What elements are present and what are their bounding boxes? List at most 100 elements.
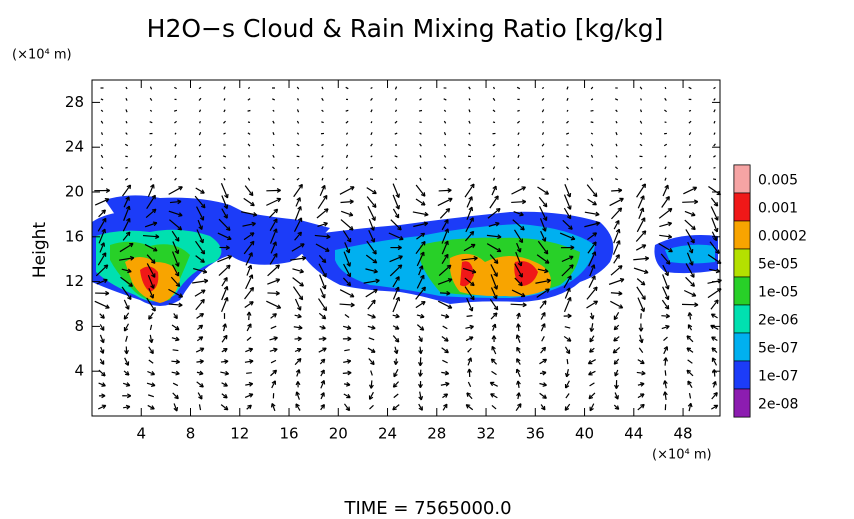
wind-arrowhead — [101, 252, 107, 257]
wind-vector — [95, 264, 109, 277]
wind-arrowhead — [320, 404, 325, 409]
wind-vector — [147, 184, 155, 197]
wind-vector — [296, 98, 300, 101]
wind-vector — [683, 186, 697, 195]
wind-vector — [94, 300, 110, 309]
wind-vector — [119, 242, 134, 253]
wind-arrowhead — [541, 237, 547, 242]
wind-vector — [172, 251, 179, 267]
wind-vector — [563, 275, 572, 289]
wind-arrowhead — [662, 380, 668, 385]
wind-arrowhead — [519, 211, 524, 217]
wind-arrowhead — [320, 392, 325, 397]
wind-vector — [296, 132, 300, 135]
wind-arrowhead — [227, 255, 233, 260]
wind-arrowhead — [273, 252, 278, 258]
wind-arrowhead — [471, 243, 476, 249]
wind-vector — [123, 323, 130, 332]
wind-arrowhead — [199, 312, 205, 318]
wind-vector — [418, 109, 423, 112]
wind-vector — [243, 240, 255, 255]
wind-vector — [661, 315, 670, 317]
wind-arrowhead — [641, 295, 646, 301]
wind-vector — [515, 403, 522, 412]
wind-vector — [419, 121, 422, 124]
wind-vector — [122, 218, 131, 232]
wind-vector — [198, 166, 202, 169]
wind-arrowhead — [470, 295, 475, 301]
wind-vector — [344, 242, 350, 254]
wind-arrowhead — [175, 282, 181, 288]
wind-arrowhead — [101, 382, 106, 387]
wind-arrowhead — [445, 207, 451, 213]
wind-vector — [613, 228, 620, 244]
plot-frame — [91, 79, 721, 417]
wind-vector — [365, 268, 378, 273]
wind-vector — [490, 381, 498, 387]
wind-arrowhead — [297, 217, 303, 222]
wind-arrowhead — [177, 225, 183, 231]
wind-arrowhead — [641, 217, 646, 222]
wind-arrowhead — [690, 273, 695, 278]
wind-arrowhead — [200, 189, 205, 194]
wind-vector — [290, 257, 306, 261]
wind-arrowhead — [129, 242, 134, 248]
wind-arrowhead — [349, 293, 355, 298]
wind-arrowhead — [493, 305, 499, 311]
wind-vector — [584, 222, 600, 228]
wind-arrowhead — [248, 274, 254, 279]
wind-arrowhead — [346, 262, 351, 267]
wind-vector — [514, 263, 523, 278]
wind-vector — [367, 313, 376, 319]
wind-arrowhead — [370, 238, 376, 243]
wind-arrowhead — [686, 369, 692, 375]
wind-vector — [345, 166, 349, 170]
wind-arrowhead — [272, 369, 278, 375]
wind-arrowhead — [349, 226, 354, 231]
wind-vector — [588, 392, 596, 400]
wind-vector — [612, 346, 621, 354]
wind-arrowhead — [272, 313, 277, 318]
wind-vector — [272, 98, 275, 101]
wind-vector — [710, 197, 719, 207]
wind-vector — [588, 370, 596, 376]
wind-arrowhead — [567, 313, 572, 319]
wind-arrowhead — [687, 312, 693, 317]
wind-vector — [419, 132, 422, 135]
wind-vector — [369, 391, 374, 400]
wind-arrowhead — [126, 217, 131, 223]
wind-vector — [511, 289, 526, 297]
wind-arrowhead — [566, 214, 572, 220]
wind-arrowhead — [101, 404, 107, 410]
wind-arrowhead — [249, 232, 255, 237]
wind-arrowhead — [295, 403, 300, 408]
wind-arrowhead — [493, 259, 499, 264]
wind-arrowhead — [587, 359, 593, 365]
wind-arrowhead — [641, 244, 647, 249]
wind-vector — [662, 286, 669, 300]
wind-arrowhead — [591, 275, 596, 280]
wind-vector — [441, 228, 449, 244]
wind-vector — [541, 166, 545, 169]
wind-arrowhead — [421, 286, 426, 292]
wind-arrowhead — [174, 325, 180, 331]
wind-arrowhead — [589, 348, 594, 353]
wind-arrowhead — [226, 264, 231, 270]
wind-arrowhead — [518, 273, 523, 278]
wind-vector — [589, 403, 595, 412]
wind-arrowhead — [492, 312, 498, 317]
wind-vector — [614, 166, 619, 170]
wind-arrowhead — [223, 214, 228, 219]
x-tick-label: 12 — [230, 425, 249, 443]
wind-vector — [172, 382, 179, 387]
wind-vector — [221, 277, 228, 287]
wind-arrowhead — [664, 295, 670, 301]
wind-vector — [664, 86, 667, 90]
wind-arrowhead — [618, 290, 623, 296]
wind-vector — [515, 251, 522, 267]
wind-vector — [340, 200, 354, 204]
wind-vector — [713, 132, 716, 135]
wind-arrowhead — [491, 345, 496, 351]
wind-arrowhead — [348, 212, 354, 217]
wind-vector — [245, 252, 253, 266]
